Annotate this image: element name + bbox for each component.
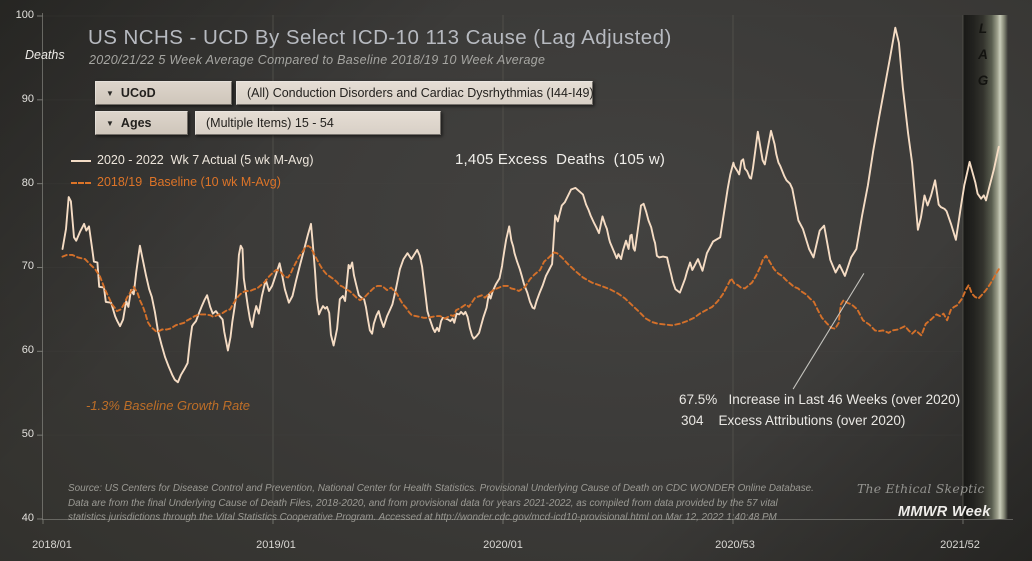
ucod-filter-value-text: (All) Conduction Disorders and Cardiac D… — [247, 86, 594, 100]
y-axis-title: Deaths — [25, 48, 65, 62]
annotation-pointer-line — [792, 273, 865, 390]
x-tick-label: 2019/01 — [256, 539, 296, 551]
x-tick-label: 2020/53 — [715, 539, 755, 551]
source-line-1: Source: US Centers for Disease Control a… — [68, 483, 814, 494]
x-axis-title: MMWR Week — [898, 504, 991, 520]
ucod-filter-button[interactable]: ▼ UCoD — [95, 81, 232, 105]
legend-baseline-line-swatch — [71, 182, 91, 184]
ages-filter-button[interactable]: ▼ Ages — [95, 111, 188, 135]
baseline-growth-annotation: -1.3% Baseline Growth Rate — [86, 398, 251, 413]
baseline-line-series — [61, 244, 1000, 337]
y-tick-label: 40 — [21, 511, 34, 524]
y-tick-label: 100 — [15, 9, 34, 21]
ages-filter-value[interactable]: (Multiple Items) 15 - 54 — [195, 111, 441, 135]
lag-bar-glow — [1000, 15, 1008, 519]
excess-deaths-annotation: 1,405 Excess Deaths (105 w) — [455, 151, 666, 168]
lag-letter-l: L — [978, 21, 988, 36]
source-note: Source: US Centers for Disease Control a… — [68, 482, 814, 526]
legend-actual-label: 2020 - 2022 Wk 7 Actual (5 wk M-Avg) — [97, 153, 314, 167]
y-tick-label: 80 — [21, 176, 34, 189]
lag-gradient-bar — [963, 15, 1000, 519]
chart-title: US NCHS - UCD By Select ICD-10 113 Cause… — [88, 26, 672, 49]
attributions-annotation: 304 Excess Attributions (over 2020) — [681, 413, 906, 428]
legend-baseline-label: 2018/19 Baseline (10 wk M-Avg) — [97, 175, 281, 189]
y-tick-label: 90 — [21, 92, 34, 105]
ages-filter-label: Ages — [120, 116, 152, 130]
author-signature: The Ethical Skeptic — [857, 481, 985, 496]
y-tick-label: 70 — [21, 260, 34, 273]
y-tick-label: 50 — [21, 428, 34, 441]
x-tick-label: 2020/01 — [483, 539, 523, 551]
ages-filter-value-text: (Multiple Items) 15 - 54 — [206, 116, 334, 130]
source-line-2: Data are from the final Underlying Cause… — [68, 497, 778, 509]
increase-annotation: 67.5% Increase in Last 46 Weeks (over 20… — [679, 392, 961, 407]
y-tick-label: 60 — [21, 344, 34, 357]
dropdown-arrow-icon: ▼ — [106, 118, 114, 128]
lag-letter-g: G — [977, 73, 989, 88]
legend-actual-line-swatch — [71, 160, 91, 162]
dropdown-arrow-icon: ▼ — [106, 88, 114, 98]
lag-letter-a: A — [978, 47, 988, 62]
chart-subtitle: 2020/21/22 5 Week Average Compared to Ba… — [89, 53, 546, 67]
ucod-filter-label: UCoD — [120, 86, 156, 100]
x-tick-label: 2021/52 — [940, 539, 980, 551]
x-tick-label: 2018/01 — [32, 539, 72, 551]
source-line-3: statistics jurisdictions through the Vit… — [68, 512, 777, 524]
ucod-filter-value[interactable]: (All) Conduction Disorders and Cardiac D… — [236, 81, 594, 105]
